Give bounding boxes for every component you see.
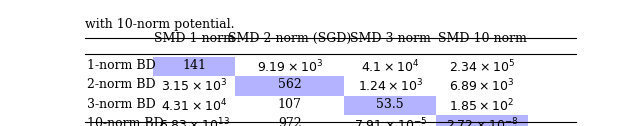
Text: $3.15\times 10^{3}$: $3.15\times 10^{3}$ xyxy=(161,78,227,95)
Text: SMD 1-norm: SMD 1-norm xyxy=(154,32,235,45)
Text: SMD 2-norm (SGD): SMD 2-norm (SGD) xyxy=(228,32,351,45)
FancyBboxPatch shape xyxy=(436,115,528,126)
Text: $2.72\times 10^{-8}$: $2.72\times 10^{-8}$ xyxy=(445,117,518,126)
Text: with 10-norm potential.: with 10-norm potential. xyxy=(85,18,234,31)
Text: $2.34\times 10^{5}$: $2.34\times 10^{5}$ xyxy=(449,59,515,75)
Text: $6.83\times 10^{13}$: $6.83\times 10^{13}$ xyxy=(159,117,230,126)
FancyBboxPatch shape xyxy=(344,96,436,115)
FancyBboxPatch shape xyxy=(154,57,236,76)
Text: 972: 972 xyxy=(278,117,301,126)
Text: $6.89\times 10^{3}$: $6.89\times 10^{3}$ xyxy=(449,78,515,95)
Text: $1.24\times 10^{3}$: $1.24\times 10^{3}$ xyxy=(358,78,423,95)
Text: 1-norm BD: 1-norm BD xyxy=(88,59,156,72)
Text: 2-norm BD: 2-norm BD xyxy=(88,78,156,91)
Text: $4.31\times 10^{4}$: $4.31\times 10^{4}$ xyxy=(161,98,227,114)
Text: $7.91\times 10^{-5}$: $7.91\times 10^{-5}$ xyxy=(353,117,427,126)
Text: 107: 107 xyxy=(278,98,301,111)
Text: 53.5: 53.5 xyxy=(376,98,404,111)
Text: 3-norm BD: 3-norm BD xyxy=(88,98,156,111)
Text: SMD 10-norm: SMD 10-norm xyxy=(438,32,527,45)
FancyBboxPatch shape xyxy=(236,76,344,96)
Text: $9.19\times 10^{3}$: $9.19\times 10^{3}$ xyxy=(257,59,323,75)
Text: SMD 3-norm: SMD 3-norm xyxy=(350,32,431,45)
Text: 141: 141 xyxy=(182,59,206,72)
Text: $1.85\times 10^{2}$: $1.85\times 10^{2}$ xyxy=(449,98,515,114)
Text: 562: 562 xyxy=(278,78,301,91)
Text: $4.1\times 10^{4}$: $4.1\times 10^{4}$ xyxy=(361,59,419,75)
Text: 10-norm BD: 10-norm BD xyxy=(88,117,164,126)
